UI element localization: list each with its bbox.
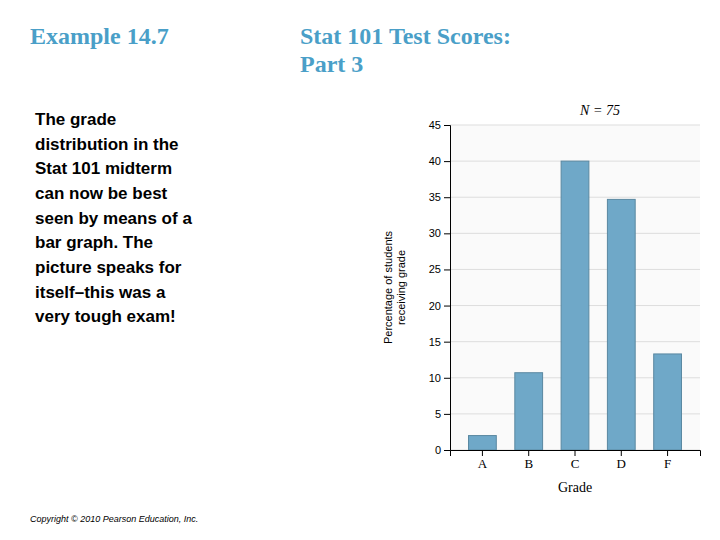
x-tick-label: B [524,456,533,471]
x-axis: ABCDF [451,450,701,471]
x-axis-line [451,451,701,457]
text-line: very tough exam! [35,307,176,326]
y-axis-line [444,126,451,451]
x-tick-mark [482,450,483,456]
y-tick-label: 15 [429,336,441,348]
x-tick-label: F [664,456,671,471]
body-text: The grade distribution in the Stat 101 mid… [35,110,192,326]
text-line: Part 3 [300,51,363,77]
x-tick-mark [621,450,622,456]
bar [561,161,589,450]
text-line: can now be best [35,184,168,203]
x-tick-label: A [478,456,488,471]
x-tick: B [524,450,533,471]
x-tick-label: C [571,456,580,471]
y-tick-label: 5 [435,408,441,420]
y-tick-mark [444,197,450,198]
y-tick: 5 [435,408,450,420]
y-tick-label: 35 [429,191,441,203]
y-tick: 10 [429,372,450,384]
y-tick-mark [444,161,450,162]
title: Stat 101 Test Scores:Part 3 [300,23,511,77]
y-tick-mark [444,233,450,234]
y-tick: 20 [429,300,450,312]
y-tick-mark [444,450,450,451]
y-tick: 30 [429,227,450,239]
text-line: itself–this was a [35,283,166,302]
x-tick-label: D [617,456,626,471]
x-tick-mark [575,450,576,456]
x-tick-mark [667,450,668,456]
y-axis-title: Percentage of studentsreceiving grade [382,230,407,344]
y-axis: 0 5 10 15 20 25 30 35 40 45 [429,119,451,456]
y-tick-mark [444,378,450,379]
y-tick-mark [444,414,450,415]
y-tick-label: 10 [429,372,441,384]
x-axis-title: Grade [558,480,592,495]
text-line: seen by means of a [35,209,192,228]
y-tick: 25 [429,263,450,275]
bar [607,199,635,450]
y-tick-mark [444,125,450,126]
page: Example 14.7 Stat 101 Test Scores:Part 3 0… [0,0,720,540]
y-tick-label: 30 [429,227,441,239]
text-line: Stat 101 midterm [35,159,172,178]
y-tick-mark [444,306,450,307]
bars [469,161,682,450]
y-tick-label: 20 [429,300,441,312]
x-tick: C [571,450,580,471]
grid-line [450,125,700,126]
sample-size: N = 75 [579,103,620,118]
subtitle: Example 14.7 [30,23,169,49]
text-line: Percentage of students [382,230,394,344]
text-line: picture speaks for [35,258,182,277]
bar [469,436,497,450]
bar [515,373,543,450]
grid [450,125,700,450]
y-tick-label: 25 [429,263,441,275]
x-tick: D [617,450,626,471]
y-tick: 15 [429,336,450,348]
text-line: receiving grade [395,250,407,325]
bar [654,354,682,450]
text-line: Stat 101 Test Scores: [300,23,511,49]
x-tick-mark [528,450,529,456]
text-line: bar graph. The [35,233,153,252]
copyright: Copyright © 2010 Pearson Education, Inc. [30,514,198,524]
y-tick-label: 0 [435,444,441,456]
y-tick: 40 [429,155,450,167]
text-line: Example 14.7 [30,23,169,49]
text-line: distribution in the [35,135,179,154]
plot-background [450,125,700,450]
y-tick-label: 45 [429,119,441,131]
y-tick: 0 [435,444,450,456]
text-line: The grade [35,110,116,129]
text-line: N = 75 [579,103,620,118]
text-line: Grade [558,480,592,495]
x-tick: F [664,450,671,471]
y-tick: 45 [429,119,450,131]
text-line: Copyright © 2010 Pearson Education, Inc. [30,514,198,524]
y-tick-label: 40 [429,155,441,167]
y-tick-mark [444,342,450,343]
y-tick-mark [444,269,450,270]
y-tick: 35 [429,191,450,203]
x-tick: A [478,450,488,471]
